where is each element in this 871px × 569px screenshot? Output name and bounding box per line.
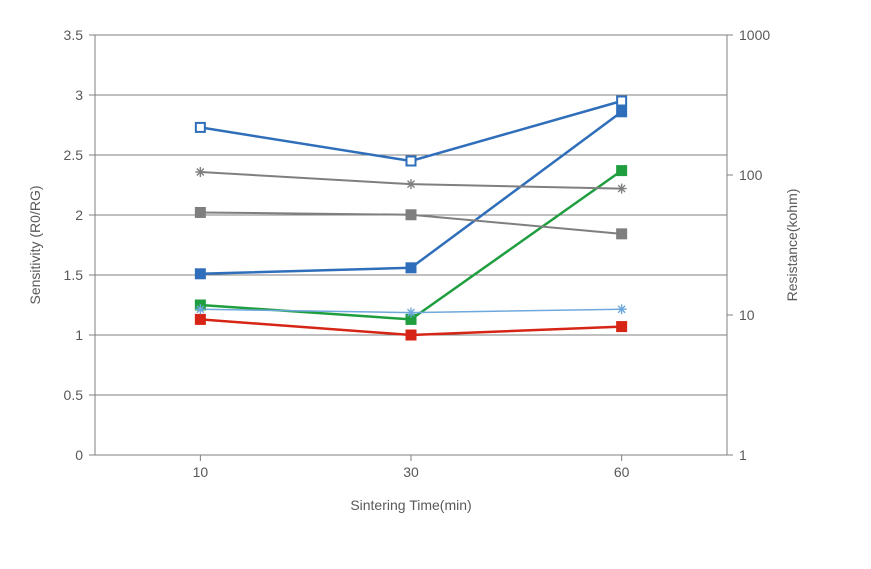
svg-text:0.5: 0.5: [64, 387, 84, 403]
svg-text:0: 0: [75, 447, 83, 463]
svg-text:Sintering Time(min): Sintering Time(min): [350, 497, 471, 513]
svg-text:1: 1: [739, 447, 747, 463]
svg-text:1: 1: [75, 327, 83, 343]
svg-text:3: 3: [75, 87, 83, 103]
svg-text:1000: 1000: [739, 27, 770, 43]
svg-text:100: 100: [739, 167, 763, 183]
svg-text:60: 60: [614, 464, 630, 480]
svg-text:Sensitivity (R0/RG): Sensitivity (R0/RG): [27, 185, 43, 304]
svg-text:30: 30: [403, 464, 419, 480]
svg-text:2.5: 2.5: [64, 147, 84, 163]
svg-text:1.5: 1.5: [64, 267, 84, 283]
svg-text:3.5: 3.5: [64, 27, 84, 43]
svg-text:10: 10: [193, 464, 209, 480]
svg-text:10: 10: [739, 307, 755, 323]
svg-text:Resistance(kohm): Resistance(kohm): [784, 189, 800, 302]
svg-text:2: 2: [75, 207, 83, 223]
chart-container: 0 0.5 1 1.5 2 2.5 3 3.5 1 10 100 1000 10 30 60 Sinterin…: [0, 0, 871, 569]
chart-svg: 0 0.5 1 1.5 2 2.5 3 3.5 1 10 100 1000 10 30 60 Sinterin…: [0, 0, 871, 569]
